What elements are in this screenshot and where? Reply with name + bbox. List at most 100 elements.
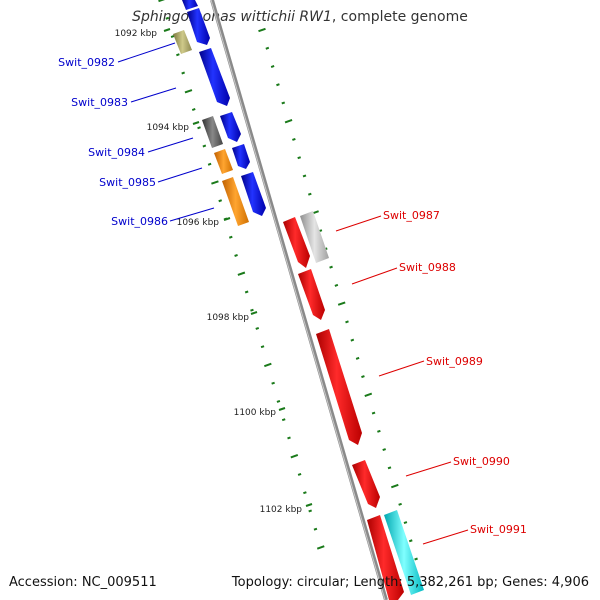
cog-box-0991[interactable] (384, 510, 424, 595)
outer-tick-track-tick (260, 345, 265, 349)
outer-tick-track-tick (158, 0, 166, 3)
callout-lines (117, 42, 469, 545)
outer-tick-track-tick (176, 53, 180, 57)
inner-tick-track-tick (270, 65, 275, 68)
gene-arrow-swit-0991[interactable] (367, 515, 404, 600)
cog-box-0987[interactable] (300, 211, 329, 263)
tick-tracks (158, 0, 418, 561)
gene-arrow-swit-0990[interactable] (352, 460, 380, 508)
inner-tick-track-tick (350, 338, 355, 342)
kbp-label-1100: 1100 kbp (234, 408, 277, 418)
gene-label-swit-0988[interactable]: Swit_0988 (399, 261, 456, 274)
gene-label-swit-0987[interactable]: Swit_0987 (383, 209, 440, 222)
callout-line-0989 (378, 360, 425, 377)
gene-label-swit-0982[interactable]: Swit_0982 (58, 56, 115, 69)
gene-arrow-swit-0989[interactable] (316, 329, 362, 445)
inner-tick-track-tick (403, 521, 408, 525)
inner-tick-track-tick (398, 502, 402, 506)
outer-tick-track-tick (308, 509, 313, 513)
inner-tick-track-tick (377, 429, 381, 433)
gene-arrow-swit-0988[interactable] (298, 269, 325, 320)
species-name: Sphingomonas wittichii RW1 (132, 9, 332, 25)
outer-tick-track-tick (197, 126, 201, 130)
kbp-label-1094: 1094 kbp (147, 123, 190, 133)
gene-arrow-top-partial[interactable] (182, 0, 198, 10)
gene-arrow-swit-0987[interactable] (283, 217, 310, 268)
gene-arrow-swit-0985[interactable] (232, 144, 250, 169)
map-title: Sphingomonas wittichii RW1, complete gen… (0, 9, 600, 25)
outer-tick-track-tick (281, 418, 286, 422)
backbone-highlight (210, 0, 386, 600)
gene-arrow-swit-0984[interactable] (220, 112, 241, 142)
kbp-label-1096: 1096 kbp (177, 218, 220, 228)
cog-box-0986[interactable] (222, 177, 249, 226)
kbp-label-1092: 1092 kbp (115, 29, 158, 39)
outer-tick-track-tick (237, 271, 246, 276)
outer-tick-track-tick (207, 162, 212, 166)
gene-label-swit-0989[interactable]: Swit_0989 (426, 355, 483, 368)
inner-tick-track-tick (371, 411, 376, 415)
callout-line-0988 (351, 267, 398, 285)
accession-text: Accession: NC_009511 (9, 575, 157, 590)
outer-tick-track-tick (287, 436, 291, 440)
kbp-tick-marks (163, 28, 313, 507)
callout-line-0984 (147, 137, 194, 153)
outer-tick-track-tick (250, 308, 254, 312)
cog-box-0982[interactable] (173, 30, 192, 54)
forward-gene-labels: Swit_0982 Swit_0983 Swit_0984 Swit_0985 … (58, 56, 168, 228)
inner-tick-track-tick (390, 483, 399, 489)
gene-label-swit-0985[interactable]: Swit_0985 (99, 176, 156, 189)
cog-box-0985[interactable] (214, 149, 233, 174)
outer-tick-track-tick (234, 254, 238, 257)
outer-tick-track-tick (264, 362, 272, 368)
inner-tick-track-tick (334, 283, 339, 287)
gene-arrow-swit-0982[interactable] (187, 8, 210, 45)
outer-tick-track-tick (170, 35, 175, 38)
outer-tick-track-tick (181, 71, 185, 75)
gene-label-swit-0984[interactable]: Swit_0984 (88, 146, 145, 159)
inner-tick-track-tick (292, 137, 296, 141)
callout-line-0986 (169, 207, 215, 222)
reverse-gene-track (283, 217, 404, 600)
inner-tick-track-tick (387, 466, 392, 470)
gene-label-swit-0991[interactable]: Swit_0991 (470, 523, 527, 536)
genome-summary-text: Topology: circular; Length: 5,382,261 bp… (231, 575, 589, 590)
callout-line-0985 (157, 167, 203, 183)
cog-box-0984[interactable] (202, 116, 223, 148)
kbp-tick-1098 (250, 311, 258, 315)
inner-tick-track-tick (414, 557, 418, 561)
kbp-tick-1100 (278, 407, 286, 411)
inner-tick-track-tick (281, 101, 286, 105)
outer-tick-track-tick (313, 527, 318, 531)
outer-tick-track-tick (297, 472, 302, 476)
inner-tick-track-tick (329, 265, 333, 269)
inner-tick-track-tick (297, 156, 302, 160)
outer-tick-track-tick (218, 199, 223, 203)
outer-tick-track-tick (316, 545, 325, 550)
genome-backbone (210, 0, 388, 600)
outer-tick-track-tick (191, 108, 196, 111)
outer-tick-track-tick (244, 290, 249, 294)
inner-tick-track-tick (355, 356, 360, 360)
inner-tick-track-tick (408, 539, 413, 543)
outer-tick-track-tick (276, 399, 281, 403)
gene-label-swit-0986[interactable]: Swit_0986 (111, 215, 168, 228)
reverse-gene-labels: Swit_0987 Swit_0988 Swit_0989 Swit_0990 … (383, 209, 527, 536)
gene-label-swit-0990[interactable]: Swit_0990 (453, 455, 510, 468)
outer-tick-track-tick (184, 89, 193, 94)
gene-arrow-swit-0986[interactable] (241, 172, 266, 216)
outer-tick-track-tick (255, 326, 260, 330)
forward-cog-track (173, 30, 249, 226)
outer-tick-track-tick (271, 381, 275, 385)
inner-tick-track-tick (265, 46, 270, 50)
gene-arrow-swit-0983[interactable] (199, 48, 230, 106)
inner-tick-track-tick (307, 192, 312, 196)
outer-tick-track-tick (303, 491, 307, 495)
outer-tick-track-tick (202, 144, 207, 148)
callout-line-0990 (405, 461, 452, 477)
outer-tick-track-tick (165, 16, 170, 20)
gene-label-swit-0983[interactable]: Swit_0983 (71, 96, 128, 109)
kbp-tick-1102 (305, 503, 313, 507)
callout-line-0983 (130, 87, 177, 103)
